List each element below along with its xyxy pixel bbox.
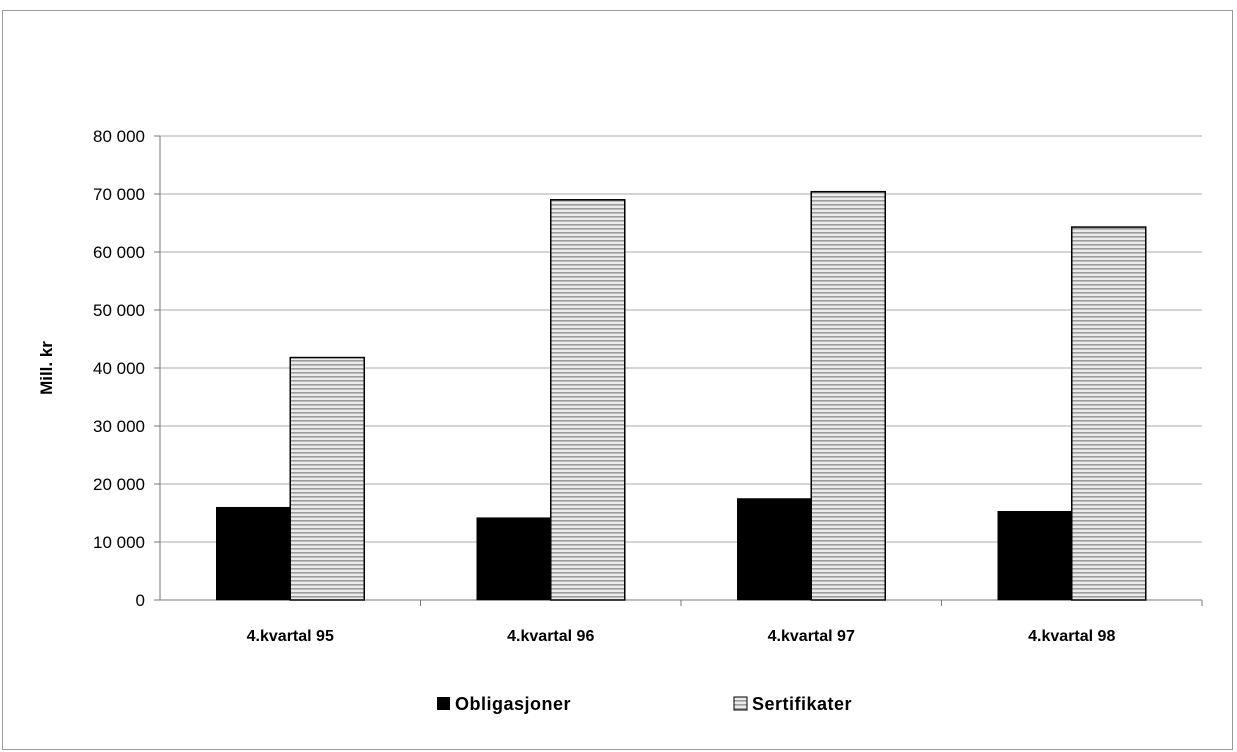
y-tick-label: 0: [136, 591, 145, 610]
legend-label-obligasjoner: Obligasjoner: [455, 694, 571, 714]
x-tick-label: 4.kvartal 96: [507, 628, 594, 645]
y-tick-label: 20 000: [93, 475, 145, 494]
x-tick-label: 4.kvartal 95: [247, 628, 334, 645]
bar-sertifikater-0: [289, 356, 365, 601]
bar-sertifikater-2: [810, 190, 886, 601]
chart-frame: [2, 10, 1233, 750]
y-tick-label: 50 000: [93, 301, 145, 320]
bar-obligasjoner-3: [997, 511, 1072, 601]
bar-obligasjoner-2: [737, 498, 812, 601]
legend-swatch-sertifikater: [733, 696, 748, 711]
bar-sertifikater-3: [1071, 226, 1147, 601]
y-tick-label: 80 000: [93, 127, 145, 146]
y-tick-label: 60 000: [93, 243, 145, 262]
bar-obligasjoner-0: [216, 506, 291, 601]
y-axis-label: Mill. kr: [37, 341, 56, 395]
x-tick-labels: 4.kvartal 95 4.kvartal 96 4.kvartal 97 4.kv…: [247, 628, 1116, 645]
y-tick-label: 10 000: [93, 533, 145, 552]
legend-swatch-obligasjoner: [437, 697, 450, 710]
x-tick-label: 4.kvartal 98: [1028, 628, 1115, 645]
x-tick-label: 4.kvartal 97: [768, 628, 855, 645]
bar-obligasjoner-1: [476, 517, 551, 601]
y-tick-label: 40 000: [93, 359, 145, 378]
y-tick-label: 70 000: [93, 185, 145, 204]
bar-sertifikater-1: [550, 199, 626, 601]
y-tick-labels: 0 10 000 20 000 30 000 40 000 50 000 60 000 70 …: [93, 127, 145, 610]
legend: Obligasjoner Sertifikater: [437, 694, 852, 714]
y-tick-label: 30 000: [93, 417, 145, 436]
bars: [216, 190, 1147, 601]
legend-label-sertifikater: Sertifikater: [752, 694, 852, 714]
